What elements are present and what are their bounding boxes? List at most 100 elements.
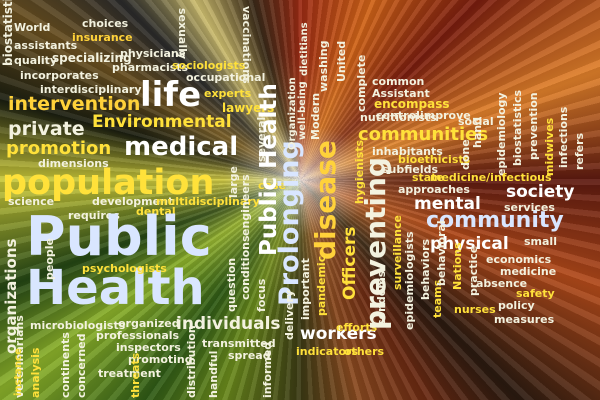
word: control	[376, 109, 420, 122]
word: quality	[14, 54, 58, 67]
word: communities	[358, 124, 489, 145]
word: occupational	[186, 71, 266, 84]
word: population	[2, 163, 215, 203]
word: instance	[13, 348, 24, 396]
word: Officers	[340, 226, 360, 300]
word: washing	[317, 40, 330, 92]
word: state	[412, 171, 444, 184]
word: analysis	[29, 347, 42, 398]
word: medical	[124, 132, 239, 162]
word: prevention	[527, 92, 540, 160]
word: well-being	[297, 81, 308, 140]
word: indicators	[296, 345, 358, 358]
word: biostatistics	[511, 89, 524, 166]
word: organized	[118, 317, 180, 330]
word: community	[426, 208, 564, 233]
word: dietitians	[299, 22, 310, 76]
word: biostatistics	[1, 0, 15, 66]
word: choices	[82, 17, 129, 30]
word: Public Health	[256, 83, 282, 256]
word: efforts	[336, 321, 378, 334]
word: approaches	[398, 183, 470, 196]
word: people	[43, 238, 56, 280]
word: services	[504, 201, 555, 214]
word: intervention	[8, 93, 141, 115]
word: specializing	[52, 51, 132, 65]
word: surveillance	[391, 215, 404, 290]
word: mental	[414, 194, 481, 214]
word: nurses	[454, 303, 496, 316]
word: bioethicists	[398, 153, 471, 166]
word: hand	[471, 117, 484, 148]
word: Health	[26, 260, 205, 316]
word: epidemiologists	[403, 231, 416, 330]
word: individuals	[176, 314, 281, 334]
word: behaviors	[419, 238, 432, 300]
word: physical	[430, 234, 509, 254]
word: midwives	[543, 117, 556, 176]
word: Nations	[451, 242, 464, 290]
word: infections	[557, 106, 570, 168]
word: engineers	[239, 174, 252, 236]
word: Assistant	[372, 87, 430, 100]
word: science	[8, 195, 55, 208]
word: small	[524, 235, 557, 248]
word: World	[14, 21, 51, 34]
word: distribution	[185, 325, 198, 398]
word: treatment	[98, 367, 161, 380]
word: life	[140, 75, 202, 115]
word: transmitted	[202, 337, 276, 350]
word: United	[335, 40, 348, 82]
word: promoting	[128, 353, 193, 366]
word: hygienists	[353, 139, 366, 204]
word: improve	[420, 109, 471, 122]
word: lawyers	[222, 101, 275, 115]
word: microbiologists	[30, 319, 126, 332]
word: dimensions	[38, 157, 109, 170]
word: complete	[355, 54, 368, 112]
word: requires	[68, 209, 120, 222]
word: dental	[136, 205, 176, 218]
word: continents	[59, 332, 72, 398]
word: inspectors	[116, 341, 181, 354]
word: economics	[486, 253, 552, 266]
word: threats	[129, 352, 142, 398]
word: pharmacists	[112, 61, 189, 74]
word: concerned	[75, 333, 88, 398]
word: common	[372, 75, 425, 88]
word: nutritionists	[360, 111, 437, 124]
word: inhabitants	[372, 145, 443, 158]
word: insurance	[72, 31, 133, 44]
word: large	[227, 166, 240, 198]
word: refers	[573, 132, 586, 170]
word: society	[506, 182, 575, 202]
word: pandemic	[315, 255, 328, 316]
word: incorporates	[20, 69, 99, 82]
word: psychologists	[82, 262, 167, 275]
word: assistants	[14, 39, 78, 52]
word: case	[258, 179, 286, 192]
word: disease	[309, 140, 342, 260]
word: important	[299, 258, 312, 320]
word: multidisciplinary	[156, 195, 260, 208]
word: delivery	[283, 289, 296, 340]
word: informed	[261, 341, 274, 398]
word: private	[8, 118, 85, 140]
word: practice	[467, 245, 480, 296]
word: focus	[255, 278, 268, 312]
word: medicine/infectious	[430, 171, 552, 184]
word: social	[458, 115, 494, 128]
word: experts	[204, 87, 252, 100]
word: absence	[476, 277, 528, 290]
word: Modern	[309, 92, 322, 140]
word: epidemiology	[495, 92, 508, 176]
word: done	[459, 139, 472, 170]
word: development	[92, 195, 174, 208]
word: spread	[228, 349, 271, 362]
word: physicians	[120, 47, 186, 60]
word: question	[225, 257, 238, 312]
word: Environmental	[92, 112, 232, 132]
word: policy	[498, 299, 535, 312]
word: others	[344, 345, 385, 358]
word: subfields	[382, 163, 439, 176]
